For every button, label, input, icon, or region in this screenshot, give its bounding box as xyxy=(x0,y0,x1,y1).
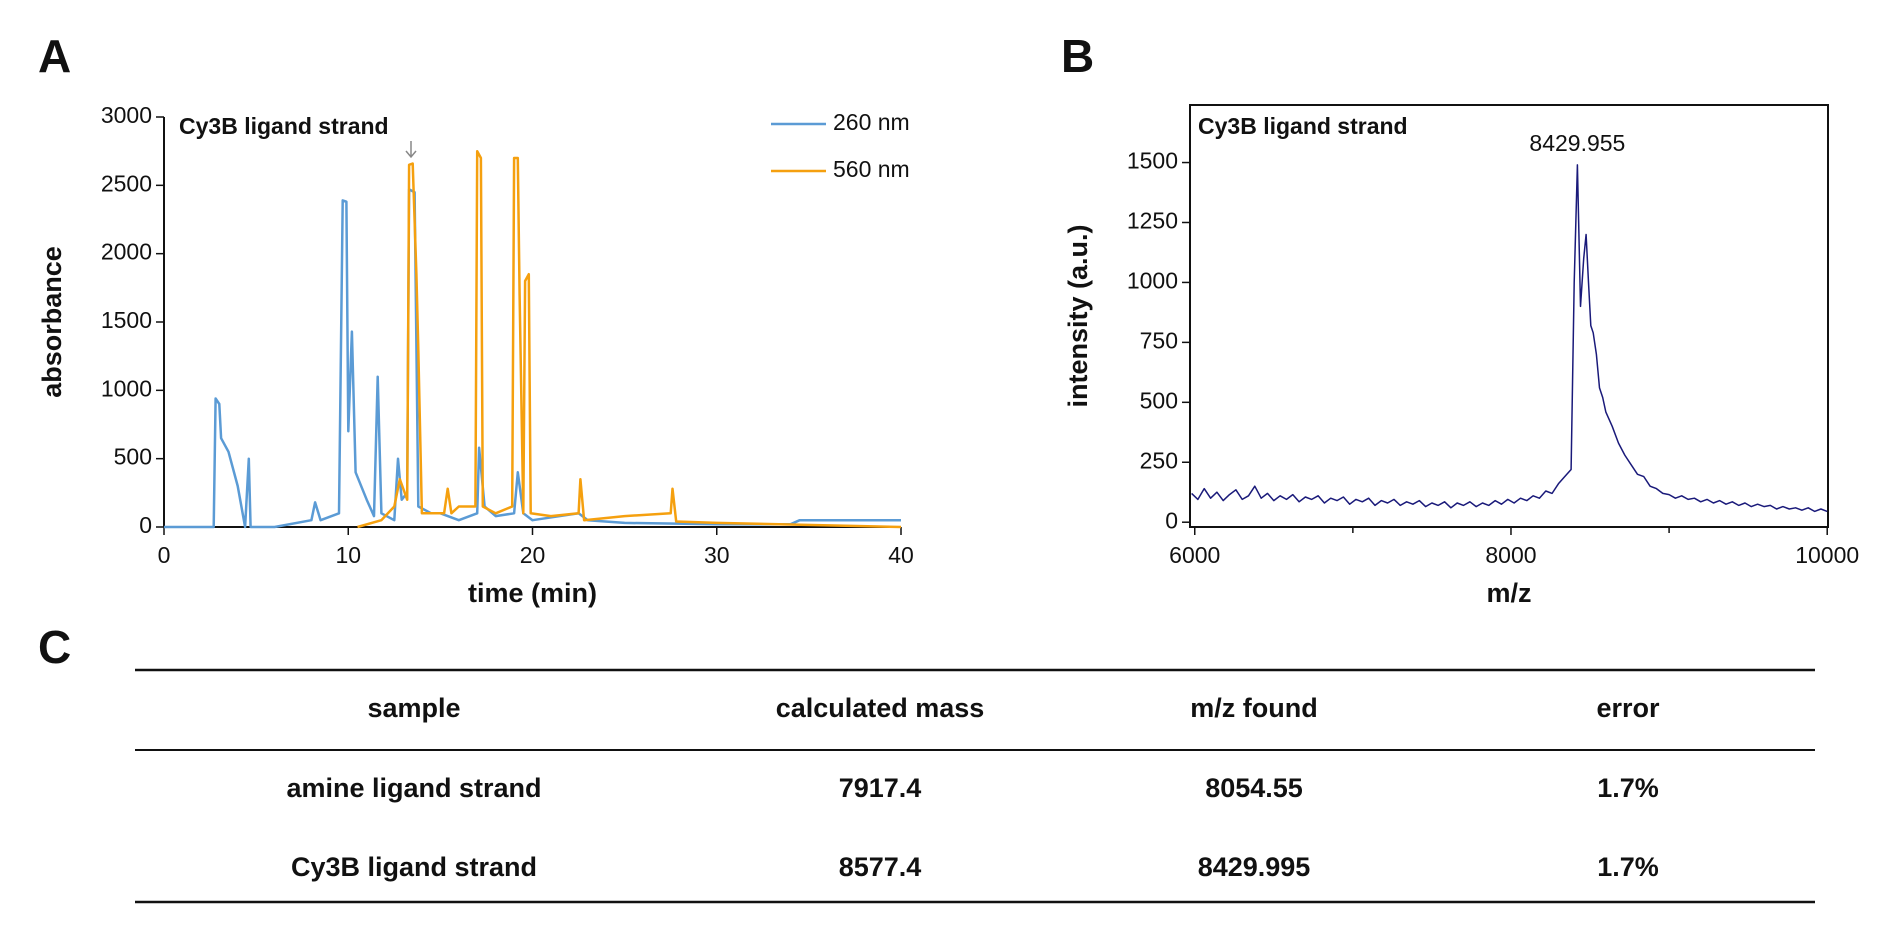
y-axis-label: absorbance xyxy=(37,246,67,398)
legend-label: 260 nm xyxy=(833,109,910,135)
x-tick-label: 30 xyxy=(704,542,730,568)
data-line xyxy=(357,149,902,529)
y-tick-label: 2500 xyxy=(101,170,152,196)
y-tick-label: 0 xyxy=(139,512,152,538)
y-tick-label: 1000 xyxy=(1127,268,1178,294)
y-tick-label: 1000 xyxy=(101,375,152,401)
y-tick-label: 1250 xyxy=(1127,208,1178,234)
table-cell: 1.7% xyxy=(1597,773,1659,803)
annotation-arrow xyxy=(405,141,417,159)
table-cell: Cy3B ligand strand xyxy=(291,852,537,882)
peak-label: 8429.955 xyxy=(1529,130,1625,156)
table-header: sample xyxy=(367,693,460,723)
table-header: m/z found xyxy=(1190,693,1317,723)
data-line xyxy=(164,188,901,529)
annotation: Cy3B ligand strand xyxy=(179,113,389,139)
panel-label: A xyxy=(38,30,71,82)
table-cell: 1.7% xyxy=(1597,852,1659,882)
table-cell: 8429.995 xyxy=(1198,852,1311,882)
x-tick-label: 20 xyxy=(520,542,546,568)
y-tick-label: 500 xyxy=(114,444,152,470)
x-tick-label: 10000 xyxy=(1795,542,1859,568)
y-tick-label: 3000 xyxy=(101,102,152,128)
panel-label: C xyxy=(38,621,71,673)
y-tick-label: 0 xyxy=(1165,507,1178,533)
table-cell: 8054.55 xyxy=(1205,773,1303,803)
x-tick-label: 8000 xyxy=(1485,542,1536,568)
table-cell: amine ligand strand xyxy=(286,773,541,803)
y-tick-label: 1500 xyxy=(1127,148,1178,174)
x-tick-label: 10 xyxy=(335,542,361,568)
y-tick-label: 1500 xyxy=(101,307,152,333)
y-tick-label: 500 xyxy=(1140,387,1178,413)
legend-label: 560 nm xyxy=(833,156,910,182)
table-header: error xyxy=(1596,693,1660,723)
x-axis-label: m/z xyxy=(1486,578,1531,608)
table-cell: 8577.4 xyxy=(839,852,922,882)
x-tick-label: 40 xyxy=(888,542,914,568)
x-axis-label: time (min) xyxy=(468,578,597,608)
data-line xyxy=(1191,164,1828,513)
panel-label: B xyxy=(1061,30,1094,82)
y-axis-label: intensity (a.u.) xyxy=(1063,224,1093,407)
table-header: calculated mass xyxy=(776,693,985,723)
y-tick-label: 750 xyxy=(1140,327,1178,353)
table-cell: 7917.4 xyxy=(839,773,922,803)
y-tick-label: 2000 xyxy=(101,239,152,265)
plot-frame xyxy=(1189,104,1829,528)
annotation: Cy3B ligand strand xyxy=(1198,113,1408,139)
x-tick-label: 0 xyxy=(158,542,171,568)
y-tick-label: 250 xyxy=(1140,447,1178,473)
x-tick-label: 6000 xyxy=(1169,542,1220,568)
